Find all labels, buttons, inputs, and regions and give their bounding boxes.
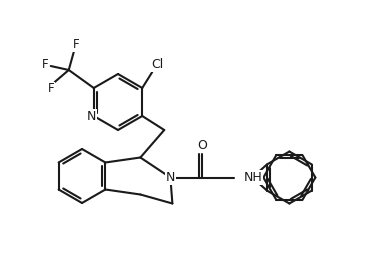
Text: F: F: [42, 57, 48, 71]
Text: Cl: Cl: [151, 57, 163, 71]
Text: NH: NH: [243, 171, 262, 184]
Text: N: N: [166, 171, 175, 184]
Text: F: F: [47, 83, 54, 96]
Text: N: N: [87, 109, 96, 122]
Text: O: O: [198, 139, 207, 152]
Text: F: F: [73, 39, 79, 52]
